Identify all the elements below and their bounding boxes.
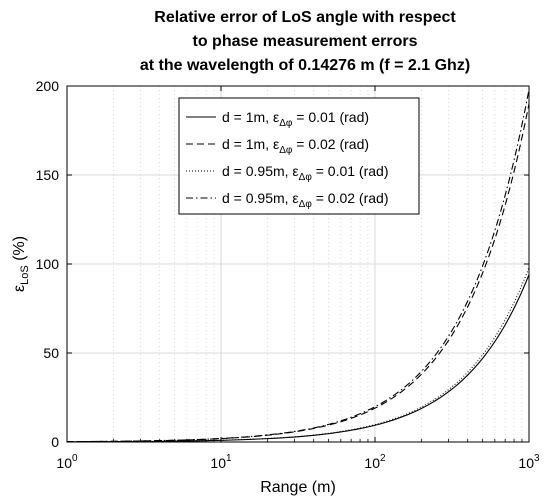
y-tick-label: 150: [36, 167, 60, 183]
legend-label-text: d = 0.95m, ε: [222, 163, 299, 179]
x-tick-label-exp: 3: [534, 453, 540, 464]
legend-label-text: d = 1m, ε: [222, 136, 279, 152]
legend-label-text: d = 0.95m, ε: [222, 190, 299, 206]
plot-frame: [66, 85, 530, 443]
chart-title-line-1: Relative error of LoS angle with respect: [154, 9, 456, 26]
y-axis-label-rest: (%): [11, 236, 28, 265]
chart-title-line-3: at the wavelength of 0.14276 m (f = 2.1 …: [140, 57, 470, 74]
x-tick-label: 103: [518, 453, 540, 471]
legend-label-rest: = 0.02 (rad): [312, 190, 389, 206]
y-axis-label: εLoS (%): [11, 236, 31, 292]
series-line-4: [66, 89, 530, 443]
chart-title-line-2: to phase measurement errors: [193, 33, 418, 50]
x-tick-label-base: 10: [56, 455, 72, 471]
y-tick-label: 50: [43, 345, 59, 361]
x-tick-label-exp: 2: [380, 453, 386, 464]
y-tick-label: 0: [51, 434, 59, 450]
legend-label-2: d = 1m, εΔφ = 0.02 (rad): [222, 136, 369, 156]
legend-label-rest: = 0.01 (rad): [292, 109, 369, 125]
x-tick-label: 101: [210, 453, 232, 471]
y-tick-label: 100: [36, 256, 60, 272]
x-axis-label: Range (m): [260, 479, 336, 496]
legend-label-sub: Δφ: [299, 172, 313, 183]
x-tick-label-base: 10: [364, 455, 380, 471]
legend-label-sub: Δφ: [299, 199, 313, 210]
legend-label-3: d = 0.95m, εΔφ = 0.01 (rad): [222, 163, 389, 183]
x-tick-label-base: 10: [210, 455, 226, 471]
legend: d = 1m, εΔφ = 0.01 (rad)d = 1m, εΔφ = 0.…: [178, 97, 420, 215]
x-tick-label: 102: [364, 453, 386, 471]
y-tick-label: 200: [36, 78, 60, 94]
y-axis-label-base: ε: [11, 285, 28, 292]
x-tick-label: 100: [56, 453, 78, 471]
legend-label-4: d = 0.95m, εΔφ = 0.02 (rad): [222, 190, 389, 210]
legend-label-rest: = 0.01 (rad): [312, 163, 389, 179]
legend-label-sub: Δφ: [279, 118, 293, 129]
legend-label-1: d = 1m, εΔφ = 0.01 (rad): [222, 109, 369, 129]
legend-label-sub: Δφ: [279, 145, 293, 156]
x-tick-label-exp: 0: [72, 453, 78, 464]
legend-label-rest: = 0.02 (rad): [292, 136, 369, 152]
y-axis-label-sub: LoS: [19, 265, 31, 285]
x-tick-label-base: 10: [518, 455, 534, 471]
legend-box: [178, 97, 420, 215]
legend-label-text: d = 1m, ε: [222, 109, 279, 125]
x-tick-label-exp: 1: [226, 453, 232, 464]
